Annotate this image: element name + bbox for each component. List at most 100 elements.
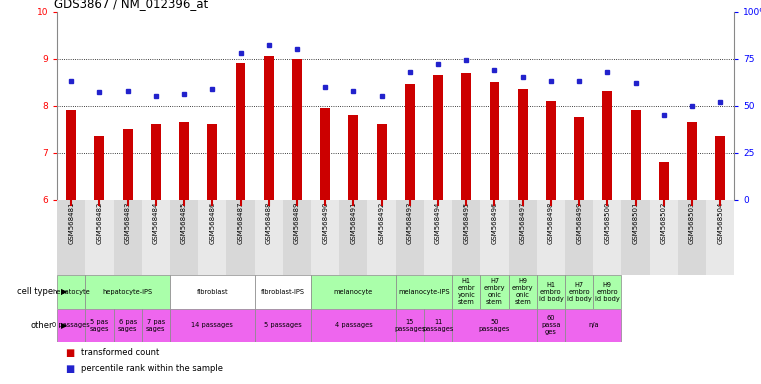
Bar	[311, 12, 339, 200]
Bar	[264, 56, 274, 200]
Bar	[113, 12, 142, 200]
Text: GSM568496: GSM568496	[492, 202, 498, 245]
Text: 7 pas
sages: 7 pas sages	[146, 319, 166, 332]
Bar	[433, 75, 443, 200]
Text: GSM568495: GSM568495	[463, 202, 470, 244]
Bar	[565, 275, 594, 309]
Bar	[368, 12, 396, 200]
Bar	[622, 12, 650, 200]
Bar	[207, 124, 217, 200]
Bar	[424, 200, 452, 275]
Text: GSM568499: GSM568499	[576, 202, 582, 245]
Bar	[142, 309, 170, 342]
Bar	[227, 12, 255, 200]
Bar	[123, 129, 132, 200]
Text: fibroblast-IPS: fibroblast-IPS	[261, 289, 305, 295]
Text: GSM568500: GSM568500	[604, 202, 610, 245]
Bar	[57, 275, 85, 309]
Text: hepatocyte: hepatocyte	[53, 289, 90, 295]
Text: 5 pas
sages: 5 pas sages	[90, 319, 109, 332]
Bar	[94, 136, 104, 200]
Text: percentile rank within the sample: percentile rank within the sample	[81, 364, 224, 373]
Bar	[198, 12, 227, 200]
Text: H1
embr
yonic
stem: H1 embr yonic stem	[457, 278, 475, 305]
Bar	[575, 118, 584, 200]
Bar	[565, 200, 594, 275]
Bar	[517, 89, 527, 200]
Bar	[706, 12, 734, 200]
Bar	[678, 200, 706, 275]
Bar	[594, 12, 622, 200]
Bar	[113, 309, 142, 342]
Bar	[339, 200, 368, 275]
Bar	[396, 309, 424, 342]
Bar	[480, 200, 508, 275]
Bar	[236, 63, 246, 200]
Bar	[179, 122, 189, 200]
Bar	[603, 91, 613, 200]
Bar	[452, 309, 537, 342]
Text: GSM568483: GSM568483	[125, 202, 131, 245]
Text: transformed count: transformed count	[81, 348, 160, 358]
Text: 5 passages: 5 passages	[264, 323, 301, 328]
Text: GSM568484: GSM568484	[153, 202, 159, 244]
Bar	[339, 12, 368, 200]
Bar	[255, 309, 311, 342]
Bar	[650, 12, 678, 200]
Text: GDS3867 / NM_012396_at: GDS3867 / NM_012396_at	[54, 0, 208, 10]
Bar	[396, 12, 424, 200]
Text: GSM568504: GSM568504	[718, 202, 723, 244]
Bar	[368, 200, 396, 275]
Text: GSM568488: GSM568488	[266, 202, 272, 245]
Bar	[480, 12, 508, 200]
Text: GSM568493: GSM568493	[407, 202, 412, 245]
Text: hepatocyte-iPS: hepatocyte-iPS	[103, 289, 153, 295]
Text: H1
embro
id body: H1 embro id body	[539, 282, 563, 302]
Text: H7
embry
onic
stem: H7 embry onic stem	[484, 278, 505, 305]
Text: 6 pas
sages: 6 pas sages	[118, 319, 138, 332]
Bar	[594, 275, 622, 309]
Text: melanocyte-IPS: melanocyte-IPS	[398, 289, 450, 295]
Bar	[659, 162, 669, 200]
Bar	[311, 200, 339, 275]
Text: 60
passa
ges: 60 passa ges	[541, 315, 561, 336]
Bar	[396, 200, 424, 275]
Text: GSM568501: GSM568501	[632, 202, 638, 245]
Bar	[57, 200, 85, 275]
Text: H7
embro
id body: H7 embro id body	[567, 282, 591, 302]
Bar	[489, 82, 499, 200]
Text: cell type: cell type	[18, 287, 53, 296]
Text: GSM568485: GSM568485	[181, 202, 187, 244]
Text: other: other	[30, 321, 53, 330]
Bar	[405, 84, 415, 200]
Bar	[66, 110, 76, 200]
Bar	[113, 200, 142, 275]
Text: 0 passages: 0 passages	[53, 323, 90, 328]
Bar	[508, 275, 537, 309]
Bar	[546, 101, 556, 200]
Bar	[706, 200, 734, 275]
Bar	[396, 275, 452, 309]
Bar	[283, 200, 311, 275]
Text: fibroblast: fibroblast	[196, 289, 228, 295]
Bar	[537, 309, 565, 342]
Bar	[255, 12, 283, 200]
Bar	[377, 124, 387, 200]
Bar	[349, 115, 358, 200]
Bar	[537, 275, 565, 309]
Bar	[311, 309, 396, 342]
Text: H9
embry
onic
stem: H9 embry onic stem	[512, 278, 533, 305]
Bar	[170, 275, 255, 309]
Text: H9
embro
id body: H9 embro id body	[595, 282, 619, 302]
Text: n/a: n/a	[588, 323, 599, 328]
Bar	[650, 200, 678, 275]
Text: GSM568491: GSM568491	[350, 202, 356, 245]
Bar	[85, 12, 113, 200]
Text: GSM568490: GSM568490	[322, 202, 328, 245]
Bar	[678, 12, 706, 200]
Text: ■: ■	[65, 364, 74, 374]
Text: GSM568494: GSM568494	[435, 202, 441, 244]
Text: 15
passages: 15 passages	[394, 319, 425, 332]
Bar	[255, 275, 311, 309]
Bar	[508, 12, 537, 200]
